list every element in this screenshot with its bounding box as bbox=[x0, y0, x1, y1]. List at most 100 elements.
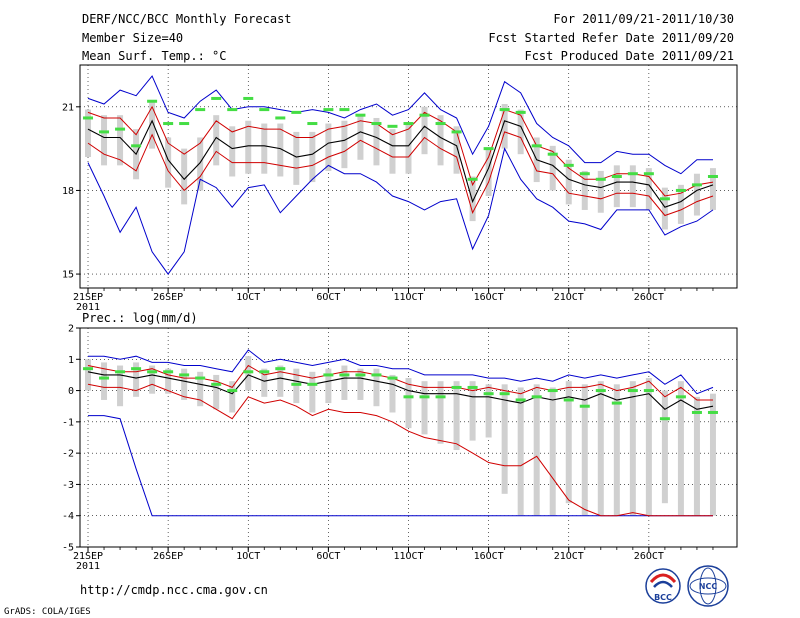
spread-box bbox=[485, 148, 492, 197]
marker-point bbox=[563, 398, 574, 402]
marker-point bbox=[243, 370, 254, 374]
marker-point bbox=[99, 376, 110, 380]
marker-point bbox=[147, 99, 158, 103]
marker-point bbox=[531, 144, 542, 148]
spread-box bbox=[389, 374, 396, 413]
spread-box bbox=[325, 123, 332, 171]
marker-point bbox=[163, 370, 174, 374]
x-tick-label: 26SEP bbox=[153, 292, 183, 303]
spread-box bbox=[277, 365, 284, 397]
x-tick-label: 21OCT bbox=[554, 551, 584, 562]
spread-box bbox=[629, 165, 636, 208]
header-variable: Mean Surf. Temp.: °C bbox=[82, 49, 227, 63]
marker-point bbox=[579, 172, 590, 176]
spread-box bbox=[501, 384, 508, 494]
spread-box bbox=[517, 109, 524, 155]
series-mean-line bbox=[87, 371, 714, 410]
x-tick-label: 11OCT bbox=[393, 292, 423, 303]
spread-box bbox=[645, 378, 652, 516]
spread-box bbox=[165, 368, 172, 394]
spread-box bbox=[325, 368, 332, 404]
x-tick-label: 16OCT bbox=[474, 551, 504, 562]
spread-box bbox=[533, 384, 540, 516]
marker-point bbox=[179, 122, 190, 126]
spread-box bbox=[693, 396, 700, 516]
y-tick-label: 0 bbox=[68, 386, 74, 397]
spread-box bbox=[181, 148, 188, 205]
ncc-logo-label: NCC bbox=[699, 582, 718, 591]
marker-point bbox=[627, 172, 638, 176]
x-year-label: 2011 bbox=[76, 561, 100, 572]
spread-box bbox=[485, 384, 492, 438]
spread-box bbox=[213, 115, 220, 166]
marker-point bbox=[707, 175, 718, 178]
marker-point bbox=[627, 389, 638, 393]
marker-point bbox=[83, 116, 94, 120]
spread-box bbox=[629, 381, 636, 516]
marker-point bbox=[419, 113, 430, 117]
marker-point bbox=[371, 373, 382, 377]
spread-box bbox=[117, 115, 124, 166]
x-tick-label: 21SEP bbox=[73, 292, 103, 303]
spread-box bbox=[677, 184, 684, 224]
marker-point bbox=[291, 110, 302, 114]
marker-point bbox=[691, 410, 702, 414]
marker-point bbox=[483, 147, 494, 151]
precipitation-panel: -5 -4 -3 -2 -1 0 1 2 21SEP 26SEP 1OCT 6OCT 11OCT 16OC… bbox=[62, 324, 738, 572]
marker-point bbox=[291, 382, 302, 386]
temperature-panel: 15 18 21 21SEP 26SEP 1OCT 6OCT 11OCT 16OCT 21OCT 2… bbox=[62, 64, 738, 313]
x-tick-label: 26OCT bbox=[634, 292, 664, 303]
header-period: For 2011/09/21-2011/10/30 bbox=[553, 12, 734, 26]
y-tick-label: 21 bbox=[62, 102, 74, 113]
spread-box bbox=[277, 123, 284, 177]
spread-box bbox=[309, 131, 316, 183]
marker-point bbox=[643, 172, 654, 176]
marker-point bbox=[515, 398, 526, 402]
spread-box bbox=[453, 381, 460, 451]
y-tick-label: -3 bbox=[62, 480, 74, 491]
marker-point bbox=[643, 389, 654, 393]
spread-box bbox=[661, 187, 668, 230]
spread-box bbox=[581, 384, 588, 516]
spread-box bbox=[197, 137, 204, 191]
spread-box bbox=[613, 384, 620, 516]
marker-point bbox=[451, 130, 462, 134]
marker-point bbox=[515, 110, 526, 114]
spread-box bbox=[213, 374, 220, 410]
marker-point bbox=[483, 392, 494, 396]
spread-box bbox=[565, 381, 572, 504]
spread-box bbox=[245, 356, 252, 391]
spread-box bbox=[341, 365, 348, 400]
marker-point bbox=[115, 127, 126, 131]
marker-point bbox=[99, 130, 110, 134]
spread-box bbox=[293, 131, 300, 185]
x-tick-label: 21OCT bbox=[554, 292, 584, 303]
marker-point bbox=[499, 108, 510, 112]
marker-point bbox=[275, 367, 286, 371]
marker-point bbox=[147, 370, 158, 374]
marker-point bbox=[707, 410, 718, 414]
marker-point bbox=[195, 108, 206, 112]
marker-point bbox=[323, 108, 334, 112]
y-tick-label: 1 bbox=[68, 355, 74, 366]
marker-point bbox=[675, 188, 686, 192]
spread-box bbox=[501, 104, 508, 149]
spread-box bbox=[581, 170, 588, 210]
spread-box bbox=[613, 165, 620, 208]
x-tick-label: 26SEP bbox=[153, 551, 183, 562]
x-tick-label: 6OCT bbox=[316, 292, 340, 303]
spread-box bbox=[645, 168, 652, 210]
marker-point bbox=[499, 392, 510, 396]
spread-box bbox=[245, 120, 252, 174]
series-lower-line bbox=[87, 383, 713, 517]
marker-point bbox=[595, 389, 606, 393]
header-title: DERF/NCC/BCC Monthly Forecast bbox=[82, 12, 292, 26]
header-member-size: Member Size=40 bbox=[82, 31, 183, 45]
marker-point bbox=[547, 152, 558, 156]
marker-point bbox=[611, 175, 622, 178]
spread-box bbox=[389, 129, 396, 174]
series-max-line bbox=[88, 349, 714, 395]
spread-box bbox=[133, 362, 140, 397]
series-max-line bbox=[87, 75, 713, 175]
